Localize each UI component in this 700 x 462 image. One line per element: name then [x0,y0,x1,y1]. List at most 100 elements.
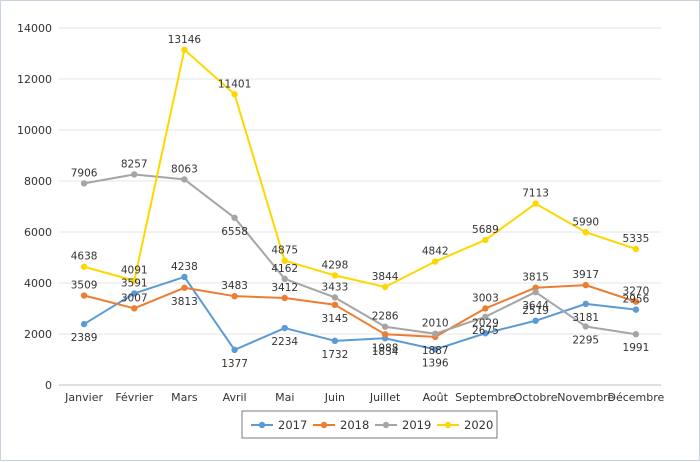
data-point-2018 [482,305,489,312]
data-label-2017: 2389 [71,332,98,344]
data-label-2017: 2029 [472,317,499,329]
x-tick-label: Juillet [369,391,401,404]
legend-label-2020: 2020 [464,418,493,432]
x-tick-label: Mars [171,391,198,404]
data-point-2020 [381,283,389,291]
y-tick-label: 0 [45,379,52,392]
data-label-2018: 3483 [221,280,248,292]
data-point-2018 [331,301,339,309]
series-lines [83,48,637,351]
legend-label-2017: 2017 [278,418,307,432]
data-point-2020 [80,263,88,270]
data-point-2020 [432,258,439,265]
y-tick-label: 2000 [24,328,52,341]
data-label-2019: 3644 [522,300,549,312]
series-line-2020 [83,48,637,288]
y-tick-label: 8000 [24,175,52,188]
data-point-2018 [381,331,389,338]
x-tick-label: Octobre [514,391,558,404]
data-label-2019: 3433 [322,281,349,293]
data-label-2017: 2956 [623,294,650,306]
data-point-2020 [331,272,339,279]
data-label-2018: 3412 [271,282,298,294]
data-label-2019: 2010 [422,318,449,330]
data-point-2017 [131,290,138,297]
data-label-2018: 3813 [171,296,198,308]
data-label-2019: 1991 [623,342,650,354]
x-tick-label: Mai [275,391,294,404]
data-label-2020: 7113 [522,188,549,200]
y-tick-label: 4000 [24,277,52,290]
data-point-2020 [231,91,238,98]
data-label-2020: 4638 [71,251,98,263]
data-label-2017: 1396 [422,357,449,369]
data-point-2018 [231,292,238,300]
data-label-2018: 3145 [322,313,349,325]
data-point-2019 [281,275,288,283]
data-label-2020: 4875 [271,245,298,257]
data-point-2019 [231,214,238,221]
data-label-2020: 4842 [422,246,449,258]
data-point-2018 [582,281,589,289]
data-label-2017: 1834 [372,346,399,358]
x-axis-ticks: Janvier Février Mars Avril Mai Juin Juillet Aoû… [64,391,664,404]
data-label-2019: 2295 [572,334,599,346]
data-point-2019 [532,288,539,296]
data-point-2018 [80,292,88,299]
data-label-2020: 4091 [121,265,148,277]
x-tick-label: Août [423,391,449,404]
series-line-2018 [83,284,637,338]
data-label-2020: 3844 [372,271,399,283]
data-point-2020 [281,257,288,264]
data-label-2017: 1377 [221,358,248,370]
y-tick-label: 14000 [17,22,52,35]
data-point-2018 [632,298,640,305]
y-tick-label: 10000 [17,124,52,137]
y-axis-ticks: 0 2000 4000 6000 8000 10000 12000 14000 [17,22,52,392]
data-label-2020: 5990 [572,216,599,228]
series-points [80,46,640,354]
data-point-2020 [632,245,640,253]
data-point-2020 [482,236,489,244]
x-tick-label: Novembre [557,391,614,404]
legend-marker-2018 [320,421,328,429]
data-point-2019 [482,313,489,320]
data-point-2020 [181,46,188,53]
data-point-2017 [582,300,589,308]
data-label-2018: 3815 [522,272,549,284]
x-tick-label: Juin [324,391,345,404]
x-tick-label: Février [115,391,153,404]
data-point-2020 [532,200,539,207]
data-point-2019 [131,171,138,178]
legend-label-2018: 2018 [340,418,369,432]
data-label-2019: 4162 [271,263,298,275]
data-label-2019: 7906 [71,167,98,179]
data-label-2018: 3270 [623,286,650,298]
data-label-2017: 1732 [322,349,349,361]
data-point-2020 [131,277,138,284]
data-labels: 2389 3591 4238 1377 2234 1732 1834 1396 2029 2519… [71,34,650,370]
data-point-2019 [632,331,640,338]
data-label-2020: 4298 [322,259,349,271]
data-label-2020: 5335 [623,233,650,245]
data-label-2018: 3007 [121,292,148,304]
data-point-2017 [432,346,439,353]
data-label-2019: 8063 [171,163,198,175]
x-tick-label: Septembre [455,391,516,404]
data-label-2017: 4238 [171,261,198,273]
data-label-2019: 2675 [472,325,499,337]
legend-label-2019: 2019 [402,418,431,432]
data-point-2019 [181,176,188,183]
legend-marker-2017 [258,421,266,429]
data-label-2020: 11401 [218,78,251,90]
y-tick-label: 12000 [17,73,52,86]
data-point-2017 [482,330,489,337]
data-label-2017: 2234 [271,336,298,348]
y-tick-label: 6000 [24,226,52,239]
data-label-2018: 3003 [472,292,499,304]
data-point-2017 [181,273,188,281]
data-label-2020: 5689 [472,224,499,236]
data-point-2018 [131,305,138,312]
